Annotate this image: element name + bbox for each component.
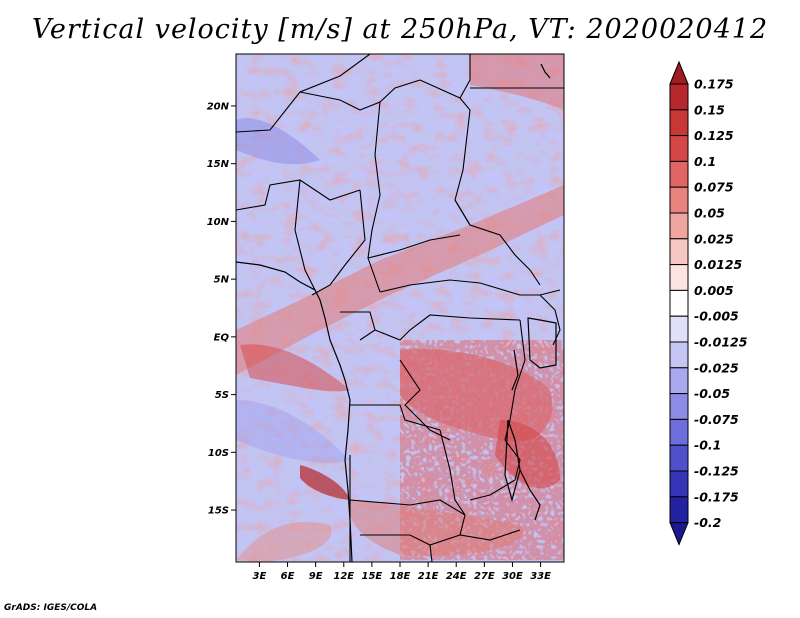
- lon-tick-label: 24E: [446, 571, 467, 582]
- chart-title: Vertical velocity [m/s] at 250hPa, VT: 2…: [31, 14, 769, 45]
- lat-tick-label: 20N: [207, 101, 230, 112]
- lat-tick-label: 15S: [208, 506, 229, 517]
- lon-tick-label: 33E: [530, 571, 551, 582]
- colorbar-label: 0.1: [694, 154, 716, 169]
- colorbar-label: -0.0125: [694, 335, 748, 350]
- colorbar-swatch: [669, 393, 689, 420]
- colorbar-label: 0.05: [694, 206, 725, 221]
- colorbar-label: 0.175: [694, 77, 734, 92]
- colorbar-label: 0.025: [694, 231, 734, 246]
- lon-tick-label: 6E: [281, 571, 295, 582]
- colorbar-swatch: [669, 367, 689, 395]
- coastlines: [236, 63, 557, 562]
- colorbar-label: 0.0125: [694, 257, 743, 272]
- lat-tick-label: 5N: [214, 275, 230, 286]
- lat-tick-label: 5S: [215, 390, 229, 401]
- colorbar-label: -0.025: [694, 360, 739, 375]
- colorbar-swatch: [669, 60, 689, 85]
- lon-tick-label: 21E: [418, 571, 439, 582]
- lon-tick-label: 15E: [362, 571, 383, 582]
- colorbar-swatch: [669, 83, 689, 111]
- colorbar-swatch: [669, 238, 689, 266]
- colorbar-swatch: [669, 470, 689, 498]
- colorbar-label: -0.05: [694, 386, 730, 401]
- colorbar-label: -0.175: [694, 489, 739, 504]
- lat-tick-label: EQ: [214, 332, 230, 343]
- colorbar-swatch: [669, 418, 689, 446]
- lon-tick-label: 30E: [502, 571, 523, 582]
- colorbar-label: -0.005: [694, 309, 739, 324]
- colorbar-label: -0.2: [694, 515, 721, 530]
- colorbar-swatch: [669, 135, 689, 162]
- lon-tick-label: 12E: [333, 571, 354, 582]
- lon-tick-label: 18E: [390, 571, 411, 582]
- colorbar-label: 0.075: [694, 180, 734, 195]
- longitude-axis: 3E 6E 9E 12E 15E 18E 21E 24E 27E 30E 33E: [253, 562, 551, 582]
- colorbar-swatch: [669, 522, 689, 546]
- colorbar-label: -0.1: [694, 438, 721, 453]
- colorbar-label: 0.15: [694, 102, 725, 117]
- colorbar-swatch: [669, 264, 689, 291]
- colorbar-swatch: [669, 315, 689, 343]
- colorbar-swatch: [669, 289, 689, 317]
- colorbar-swatch: [669, 160, 689, 188]
- colorbar-label: 0.005: [694, 283, 734, 298]
- colorbar-swatch: [669, 444, 689, 472]
- colorbar-label: -0.075: [694, 412, 739, 427]
- colorbar-swatch: [669, 341, 689, 369]
- grads-credit: GrADS: IGES/COLA: [4, 603, 98, 613]
- colorbar-swatch: [669, 186, 689, 214]
- lon-tick-label: 9E: [309, 571, 323, 582]
- lon-tick-label: 3E: [253, 571, 267, 582]
- colorbar-label: -0.125: [694, 464, 739, 479]
- colorbar-swatch: [669, 496, 689, 524]
- colorbar: 0.175 0.15 0.125 0.1 0.075 0.05 0.025 0.0125 0.0…: [669, 60, 748, 546]
- colorbar-swatch: [669, 212, 689, 240]
- lat-tick-label: 10S: [208, 448, 229, 459]
- colorbar-label: 0.125: [694, 128, 734, 143]
- velocity-field: [236, 54, 564, 562]
- lon-tick-label: 27E: [474, 571, 495, 582]
- lat-tick-label: 10N: [207, 217, 230, 228]
- latitude-axis: 20N 15N 10N 5N EQ 5S 10S 15S: [207, 101, 236, 517]
- lat-tick-label: 15N: [207, 159, 230, 170]
- colorbar-swatch: [669, 109, 689, 137]
